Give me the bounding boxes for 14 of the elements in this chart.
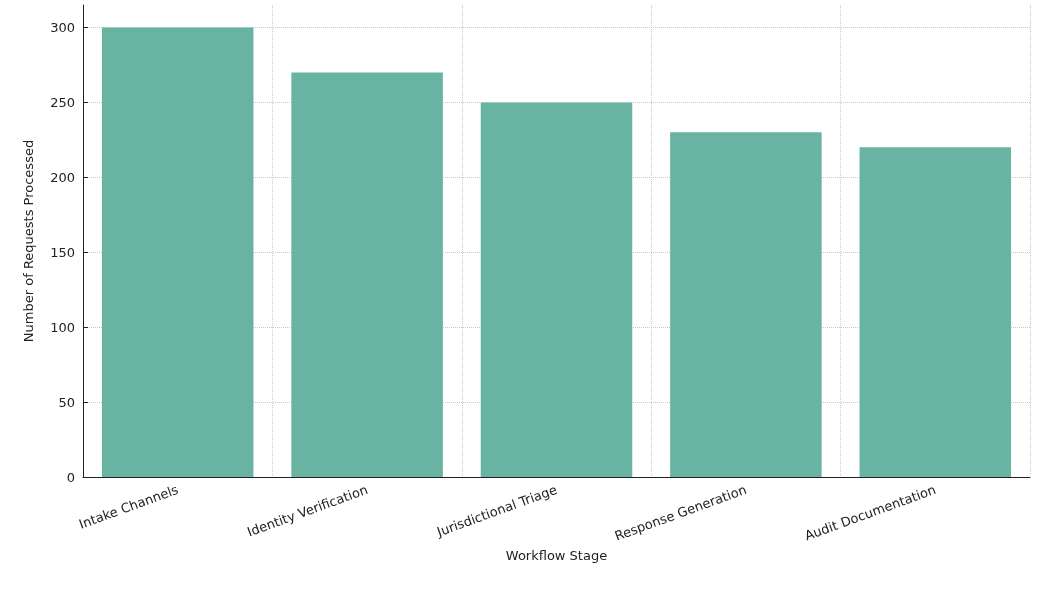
y-tick-label: 200: [50, 169, 75, 185]
y-tick-label: 250: [50, 94, 75, 110]
y-tick-label: 300: [50, 19, 75, 35]
y-tick-label: 50: [58, 394, 75, 410]
bar: [480, 102, 633, 477]
bar: [670, 132, 822, 477]
bar: [291, 72, 443, 477]
bar: [859, 147, 1012, 477]
y-tick-label: 150: [50, 244, 75, 260]
y-tick-label: 0: [66, 469, 75, 485]
x-axis-title: Workflow Stage: [505, 547, 608, 563]
y-axis-title: Number of Requests Processed: [21, 139, 36, 343]
y-tick-label: 100: [50, 319, 75, 335]
bar: [101, 27, 254, 477]
